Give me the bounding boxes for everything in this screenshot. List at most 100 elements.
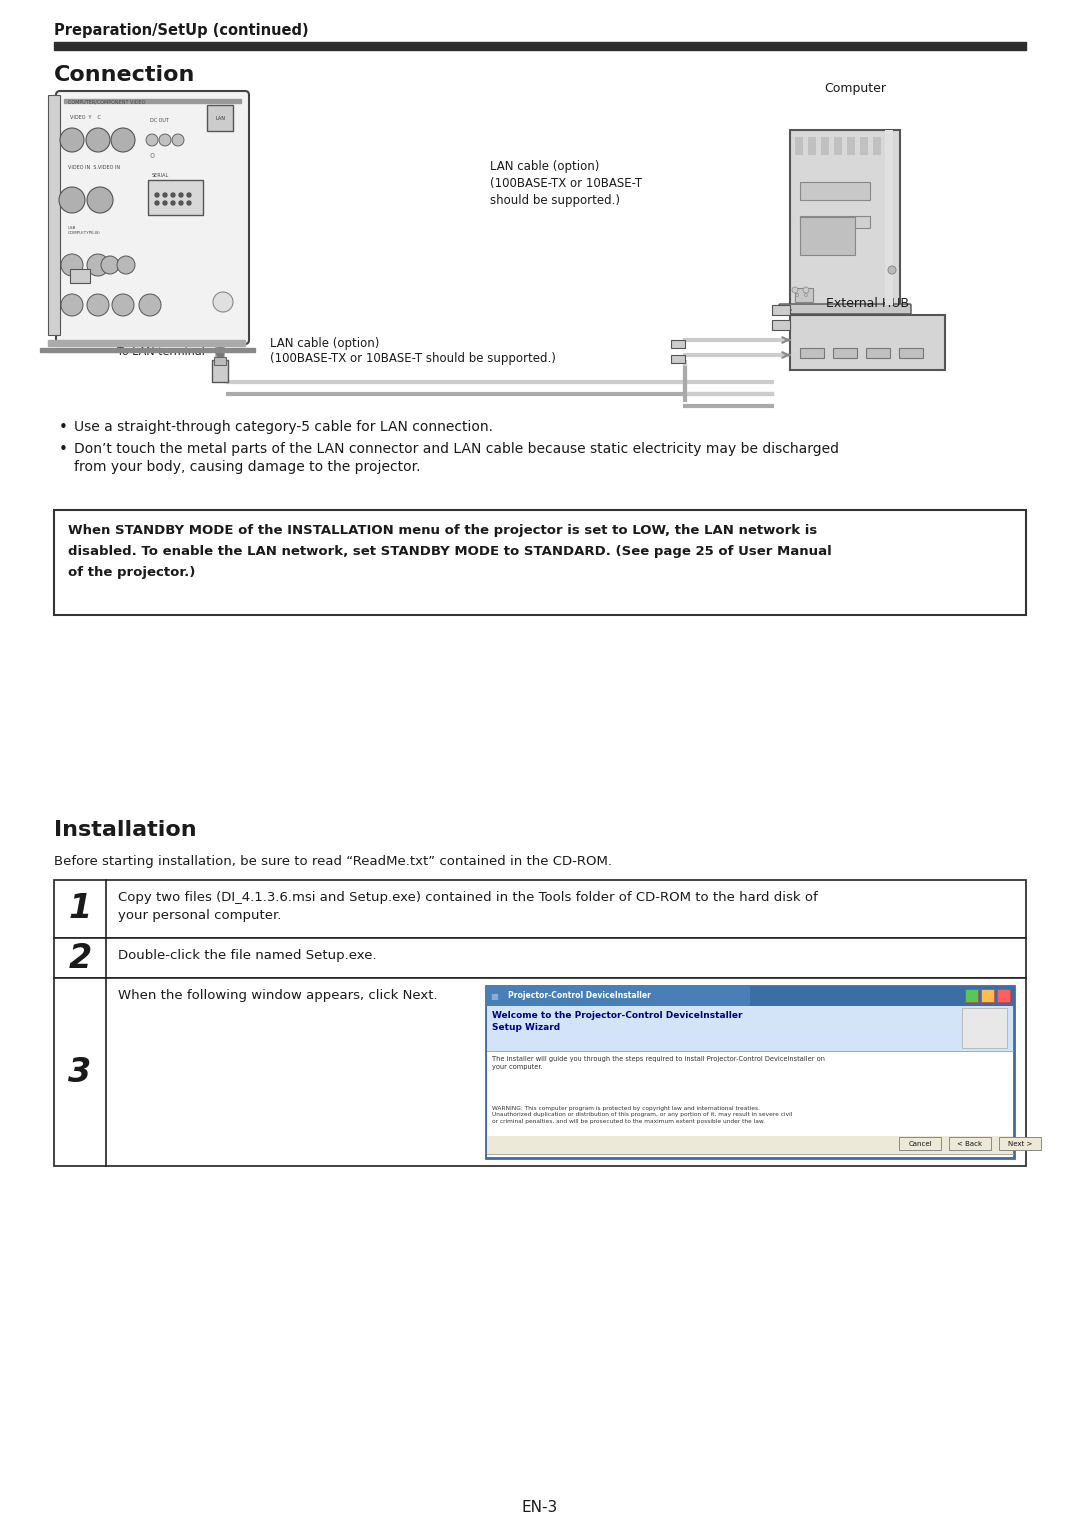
Bar xyxy=(48,341,245,347)
Text: Cancel: Cancel xyxy=(908,1141,932,1147)
Bar xyxy=(800,215,870,228)
Bar xyxy=(48,95,60,334)
Bar xyxy=(486,986,1014,1157)
Circle shape xyxy=(156,202,159,205)
Text: •: • xyxy=(59,441,68,457)
Text: Projector-Control DeviceInstaller: Projector-Control DeviceInstaller xyxy=(508,991,651,1000)
Bar xyxy=(486,986,750,1006)
Bar xyxy=(789,315,945,370)
Text: Use a straight-through category-5 cable for LAN connection.: Use a straight-through category-5 cable … xyxy=(75,420,492,434)
Circle shape xyxy=(159,134,171,147)
Circle shape xyxy=(146,134,158,147)
Bar xyxy=(487,1136,1013,1154)
Bar xyxy=(873,137,881,156)
Text: 1: 1 xyxy=(68,892,92,925)
Bar xyxy=(487,1006,1013,1157)
Bar xyxy=(671,341,685,348)
Circle shape xyxy=(111,128,135,153)
Circle shape xyxy=(60,253,83,276)
Circle shape xyxy=(213,292,233,312)
Bar xyxy=(834,137,842,156)
Bar xyxy=(866,348,890,357)
Circle shape xyxy=(187,202,191,205)
Bar xyxy=(64,99,241,102)
Bar xyxy=(212,360,228,382)
Bar xyxy=(40,348,255,353)
Circle shape xyxy=(59,186,85,212)
Text: DC OUT: DC OUT xyxy=(150,118,168,124)
Text: Double-click the file named Setup.exe.: Double-click the file named Setup.exe. xyxy=(118,948,377,962)
Text: WARNING: This computer program is protected by copyright law and international t: WARNING: This computer program is protec… xyxy=(492,1106,793,1124)
Text: COMPUTER/COMPONENT VIDEO: COMPUTER/COMPONENT VIDEO xyxy=(68,99,146,105)
Circle shape xyxy=(171,192,175,197)
Bar xyxy=(148,180,203,215)
Bar xyxy=(54,938,1026,977)
Text: of the projector.): of the projector.) xyxy=(68,567,195,579)
Text: External HUB: External HUB xyxy=(825,296,908,310)
Text: LAN: LAN xyxy=(215,116,225,121)
Text: Installation: Installation xyxy=(54,820,197,840)
Text: VIDEO IN  S.VIDEO IN: VIDEO IN S.VIDEO IN xyxy=(68,165,120,169)
Bar xyxy=(54,977,1026,1167)
Text: When STANDBY MODE of the INSTALLATION menu of the projector is set to LOW, the L: When STANDBY MODE of the INSTALLATION me… xyxy=(68,524,818,538)
Bar xyxy=(860,137,868,156)
Text: Setup Wizard: Setup Wizard xyxy=(492,1023,561,1032)
Bar xyxy=(671,354,685,363)
Bar xyxy=(981,989,994,1002)
Bar xyxy=(997,989,1010,1002)
Text: o  o: o o xyxy=(795,292,808,298)
Bar xyxy=(487,1006,1013,1051)
Bar xyxy=(999,1138,1041,1150)
Circle shape xyxy=(163,202,167,205)
Circle shape xyxy=(117,257,135,273)
FancyBboxPatch shape xyxy=(56,92,249,344)
Circle shape xyxy=(179,202,183,205)
Text: Before starting installation, be sure to read “ReadMe.txt” contained in the CD-R: Before starting installation, be sure to… xyxy=(54,855,612,867)
Bar xyxy=(962,1008,1007,1048)
Circle shape xyxy=(156,192,159,197)
Text: o: o xyxy=(150,151,156,159)
Bar xyxy=(789,130,900,305)
FancyBboxPatch shape xyxy=(779,304,912,315)
Bar xyxy=(847,137,855,156)
Circle shape xyxy=(87,253,109,276)
Bar xyxy=(795,289,813,302)
Text: < Back: < Back xyxy=(958,1141,983,1147)
Text: from your body, causing damage to the projector.: from your body, causing damage to the pr… xyxy=(75,460,420,473)
Bar xyxy=(808,137,816,156)
Text: LAN cable (option)
(100BASE-TX or 10BASE-T should be supported.): LAN cable (option) (100BASE-TX or 10BASE… xyxy=(270,337,556,365)
Circle shape xyxy=(163,192,167,197)
Circle shape xyxy=(102,257,119,273)
Circle shape xyxy=(792,287,798,293)
Bar xyxy=(207,105,233,131)
Text: Welcome to the Projector-Control DeviceInstaller: Welcome to the Projector-Control DeviceI… xyxy=(492,1011,743,1020)
Circle shape xyxy=(87,186,113,212)
Text: Preparation/SetUp (continued): Preparation/SetUp (continued) xyxy=(54,23,309,38)
Bar xyxy=(833,348,858,357)
Bar xyxy=(821,137,829,156)
Text: LAN cable (option)
(100BASE-TX or 10BASE-T
should be supported.): LAN cable (option) (100BASE-TX or 10BASE… xyxy=(490,160,643,208)
Bar xyxy=(54,43,1026,50)
Circle shape xyxy=(60,295,83,316)
Bar xyxy=(966,989,978,1002)
Bar xyxy=(949,1138,991,1150)
Text: To LAN terminal: To LAN terminal xyxy=(117,347,205,357)
Text: When the following window appears, click Next.: When the following window appears, click… xyxy=(118,989,437,1002)
Text: Don’t touch the metal parts of the LAN connector and LAN cable because static el: Don’t touch the metal parts of the LAN c… xyxy=(75,441,839,457)
Circle shape xyxy=(179,192,183,197)
Circle shape xyxy=(172,134,184,147)
Text: VIDEO  Y    C: VIDEO Y C xyxy=(70,115,100,121)
Bar xyxy=(54,880,1026,938)
Bar xyxy=(772,321,789,330)
Circle shape xyxy=(86,128,110,153)
Circle shape xyxy=(60,128,84,153)
Text: Computer: Computer xyxy=(824,82,886,95)
Circle shape xyxy=(139,295,161,316)
Bar xyxy=(54,510,1026,615)
Bar xyxy=(899,348,923,357)
Text: •: • xyxy=(59,420,68,435)
Text: The installer will guide you through the steps required to install Projector-Con: The installer will guide you through the… xyxy=(492,1057,825,1070)
Circle shape xyxy=(112,295,134,316)
Bar xyxy=(214,357,226,365)
Text: SERIAL: SERIAL xyxy=(152,173,170,179)
